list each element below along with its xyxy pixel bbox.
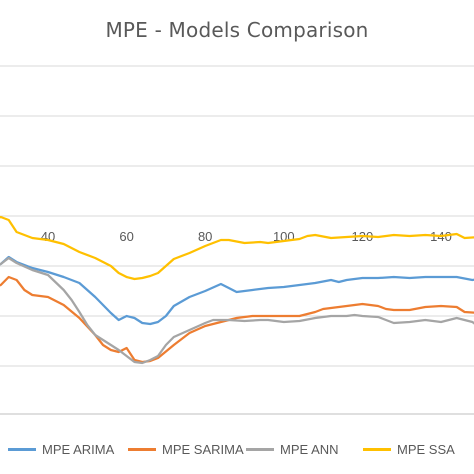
legend-label: MPE ANN bbox=[280, 441, 339, 457]
legend-item-mpe-ssa: MPE SSA bbox=[363, 437, 455, 461]
series-line-mpe-ssa bbox=[0, 215, 474, 281]
series-line-mpe-sarima bbox=[0, 275, 474, 364]
series-line-mpe-arima bbox=[0, 255, 474, 326]
chart-title: MPE - Models Comparison bbox=[105, 18, 369, 42]
legend-swatch bbox=[246, 447, 274, 451]
legend-swatch bbox=[363, 447, 391, 451]
legend-label: MPE ARIMA bbox=[42, 441, 115, 457]
legend-item-mpe-arima: MPE ARIMA bbox=[8, 437, 114, 461]
legend-label: MPE SSA bbox=[397, 441, 455, 457]
legend-item-mpe-sarima: MPE SARIMA bbox=[128, 437, 244, 461]
x-tick-label-80: 80 bbox=[198, 229, 212, 244]
legend-swatch bbox=[8, 447, 36, 451]
legend-swatch bbox=[128, 447, 156, 451]
legend-label: MPE SARIMA bbox=[162, 441, 244, 457]
legend: MPE ARIMA MPE SARIMA MPE ANN MPE SSA bbox=[0, 437, 474, 461]
legend-item-mpe-ann: MPE ANN bbox=[246, 437, 339, 461]
x-tick-label-60: 60 bbox=[119, 229, 133, 244]
series-line-mpe-ann bbox=[0, 256, 474, 365]
